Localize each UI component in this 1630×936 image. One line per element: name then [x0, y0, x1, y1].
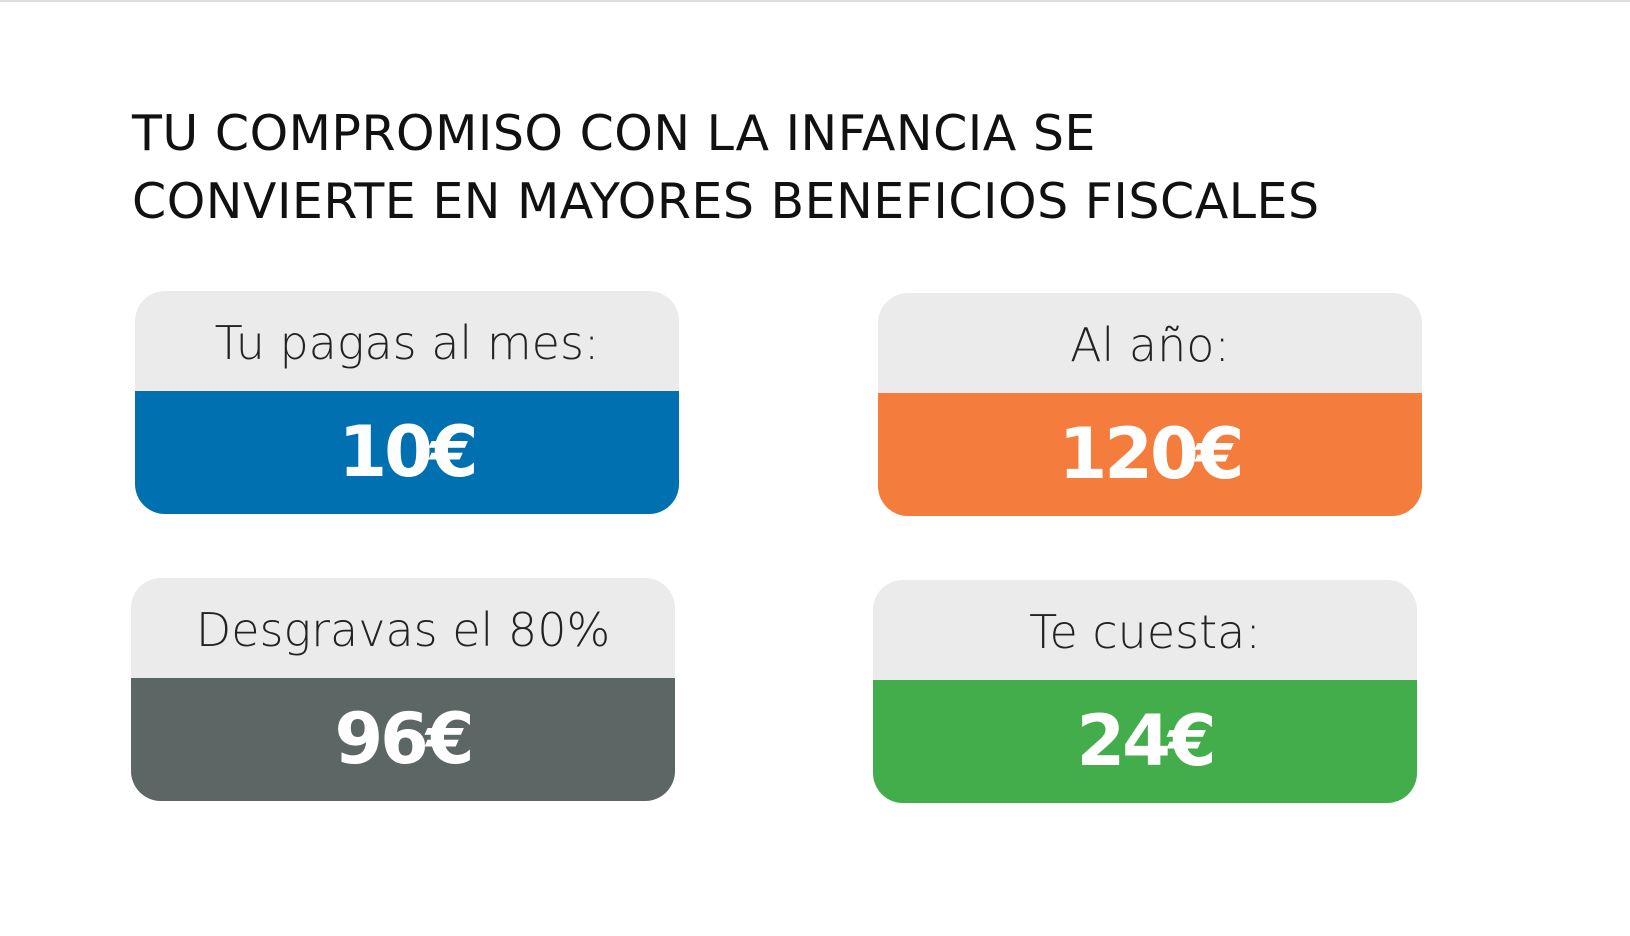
card: Te cuesta: 24€: [873, 580, 1417, 803]
card-label: Te cuesta:: [1029, 605, 1261, 659]
top-border: [0, 0, 1630, 2]
card: Desgravas el 80% 96€: [131, 578, 675, 801]
card-label: Al año:: [1070, 318, 1230, 372]
card-value: 120€: [878, 393, 1422, 516]
card-value: 10€: [135, 391, 679, 514]
card: Tu pagas al mes: 10€: [135, 291, 679, 514]
title: TU COMPROMISO CON LA INFANCIA SE CONVIERT…: [132, 100, 1532, 236]
title-line: TU COMPROMISO CON LA INFANCIA SE: [132, 105, 1096, 162]
card-label: Tu pagas al mes:: [214, 316, 600, 370]
card-value: 96€: [131, 678, 675, 801]
card-label: Desgravas el 80%: [195, 603, 611, 657]
card-value: 24€: [873, 680, 1417, 803]
title-line: CONVIERTE EN MAYORES BENEFICIOS FISCALES: [132, 173, 1320, 230]
card: Al año: 120€: [878, 293, 1422, 516]
